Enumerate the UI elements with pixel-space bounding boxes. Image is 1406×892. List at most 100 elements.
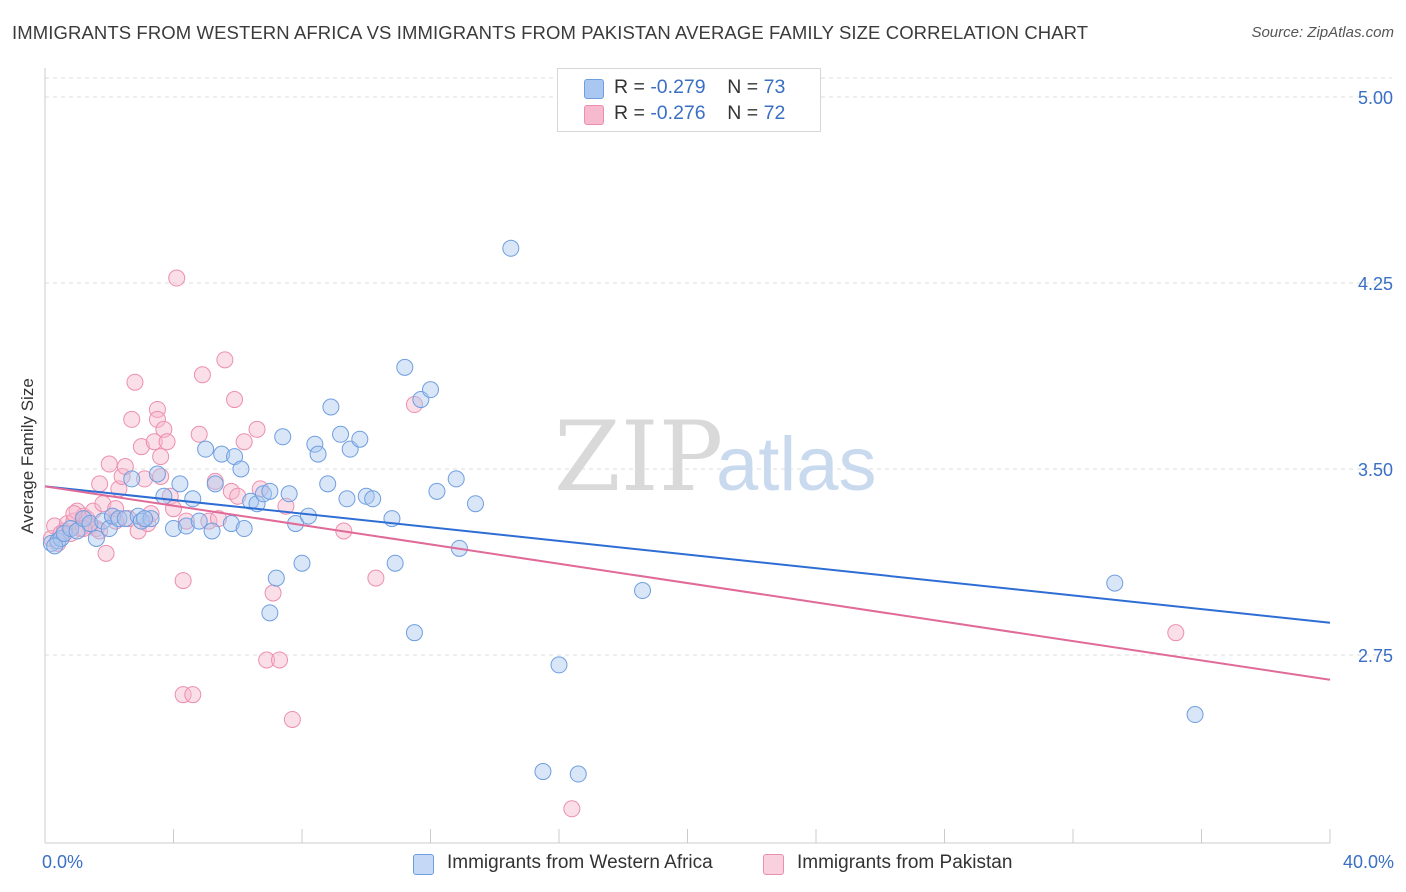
point-western-africa	[322, 398, 340, 416]
point-pakistan	[148, 400, 166, 418]
x-tick-label-min: 0.0%	[42, 852, 84, 872]
source-note: Source: ZipAtlas.com	[1251, 24, 1394, 41]
point-western-africa	[165, 520, 182, 538]
point-pakistan	[193, 366, 211, 384]
y-tick-labels: 2.75 3.50 4.25 5.00	[1358, 88, 1393, 666]
point-western-africa	[386, 554, 404, 572]
point-western-africa	[148, 465, 166, 483]
y-tick-label: 5.00	[1358, 88, 1393, 108]
point-pakistan	[126, 373, 144, 391]
legend-r-value: -0.279	[650, 76, 706, 98]
point-western-africa	[280, 485, 298, 503]
series-western-africa-points	[42, 239, 1204, 783]
point-western-africa	[203, 522, 221, 540]
point-western-africa	[306, 435, 324, 453]
legend-r-label: R =	[614, 76, 651, 98]
trend-lines	[44, 485, 1331, 681]
point-western-africa	[123, 470, 141, 488]
point-western-africa	[235, 520, 253, 538]
point-western-africa	[136, 510, 154, 528]
point-western-africa	[190, 512, 208, 530]
point-pakistan	[283, 710, 301, 728]
point-western-africa	[267, 569, 285, 587]
chart-title: IMMIGRANTS FROM WESTERN AFRICA VS IMMIGR…	[12, 22, 1089, 43]
legend-r-label: R =	[614, 102, 651, 124]
point-western-africa	[46, 537, 64, 555]
point-pakistan	[229, 487, 247, 505]
point-pakistan	[177, 512, 195, 530]
point-pakistan	[190, 425, 208, 443]
point-western-africa	[222, 515, 240, 533]
point-western-africa	[502, 239, 520, 257]
point-pakistan	[235, 433, 253, 451]
series-pakistan-points	[42, 269, 1185, 818]
point-western-africa	[197, 440, 215, 458]
legend-n-label: N =	[727, 102, 764, 124]
point-western-africa	[261, 604, 279, 622]
point-western-africa	[171, 475, 189, 493]
point-western-africa	[184, 490, 202, 508]
legend-box: R = -0.279 N = 73 R = -0.276 N = 72	[557, 68, 821, 132]
point-pakistan	[216, 351, 234, 369]
y-tick-label: 4.25	[1358, 274, 1393, 294]
point-western-africa	[569, 765, 587, 783]
point-western-africa	[422, 381, 439, 399]
point-western-africa	[142, 510, 160, 528]
point-pakistan	[367, 569, 385, 587]
bottom-legend-label-pink: Immigrants from Pakistan	[797, 852, 1013, 873]
point-western-africa	[309, 445, 327, 463]
point-pakistan	[258, 651, 276, 669]
point-western-africa	[81, 515, 99, 533]
gridlines	[45, 77, 1392, 656]
point-pakistan	[100, 455, 118, 473]
legend-n-label: N =	[727, 76, 764, 98]
watermark-atlas: atlas	[716, 422, 877, 507]
point-western-africa	[132, 512, 150, 530]
point-pakistan	[123, 410, 141, 428]
point-pakistan	[271, 651, 289, 669]
y-tick-label: 3.50	[1358, 460, 1393, 480]
x-tick-label-max: 40.0%	[1342, 852, 1394, 872]
legend-swatch-blue	[584, 79, 604, 99]
point-western-africa	[293, 554, 311, 572]
legend-n-value: 72	[763, 102, 786, 124]
point-western-africa	[155, 487, 173, 505]
point-western-africa	[351, 430, 369, 448]
point-pakistan	[174, 686, 192, 704]
watermark: ZIP atlas	[554, 401, 877, 513]
point-pakistan	[152, 448, 170, 466]
point-western-africa	[319, 475, 337, 493]
point-pakistan	[1167, 624, 1185, 642]
legend-n-value: 73	[763, 76, 786, 98]
bottom-legend-swatch-pink	[763, 854, 784, 875]
point-western-africa	[87, 529, 105, 547]
point-pakistan	[200, 512, 218, 530]
point-western-africa	[405, 624, 423, 642]
legend-swatch-pink	[584, 105, 604, 125]
watermark-zip: ZIP	[554, 401, 723, 513]
point-western-africa	[332, 425, 350, 443]
point-western-africa	[1186, 706, 1204, 724]
point-western-africa	[232, 460, 250, 478]
point-pakistan	[132, 438, 150, 456]
point-western-africa	[428, 482, 446, 500]
point-western-africa	[110, 510, 128, 528]
point-western-africa	[364, 490, 382, 508]
point-western-africa	[338, 490, 356, 508]
point-western-africa	[550, 656, 568, 674]
point-western-africa	[534, 763, 552, 781]
point-pakistan	[226, 391, 244, 409]
bottom-legend-label-blue: Immigrants from Western Africa	[447, 852, 713, 873]
point-pakistan	[113, 467, 131, 485]
bottom-legend-swatch-blue	[413, 854, 434, 875]
point-western-africa	[177, 517, 195, 535]
point-western-africa	[213, 445, 231, 463]
point-western-africa	[396, 358, 414, 376]
y-tick-label: 2.75	[1358, 646, 1393, 666]
trend-line-western-africa	[44, 485, 1331, 624]
point-western-africa	[447, 470, 465, 488]
point-pakistan	[145, 433, 163, 451]
point-pakistan	[184, 686, 202, 704]
point-pakistan	[152, 467, 170, 485]
point-western-africa	[1106, 574, 1124, 592]
